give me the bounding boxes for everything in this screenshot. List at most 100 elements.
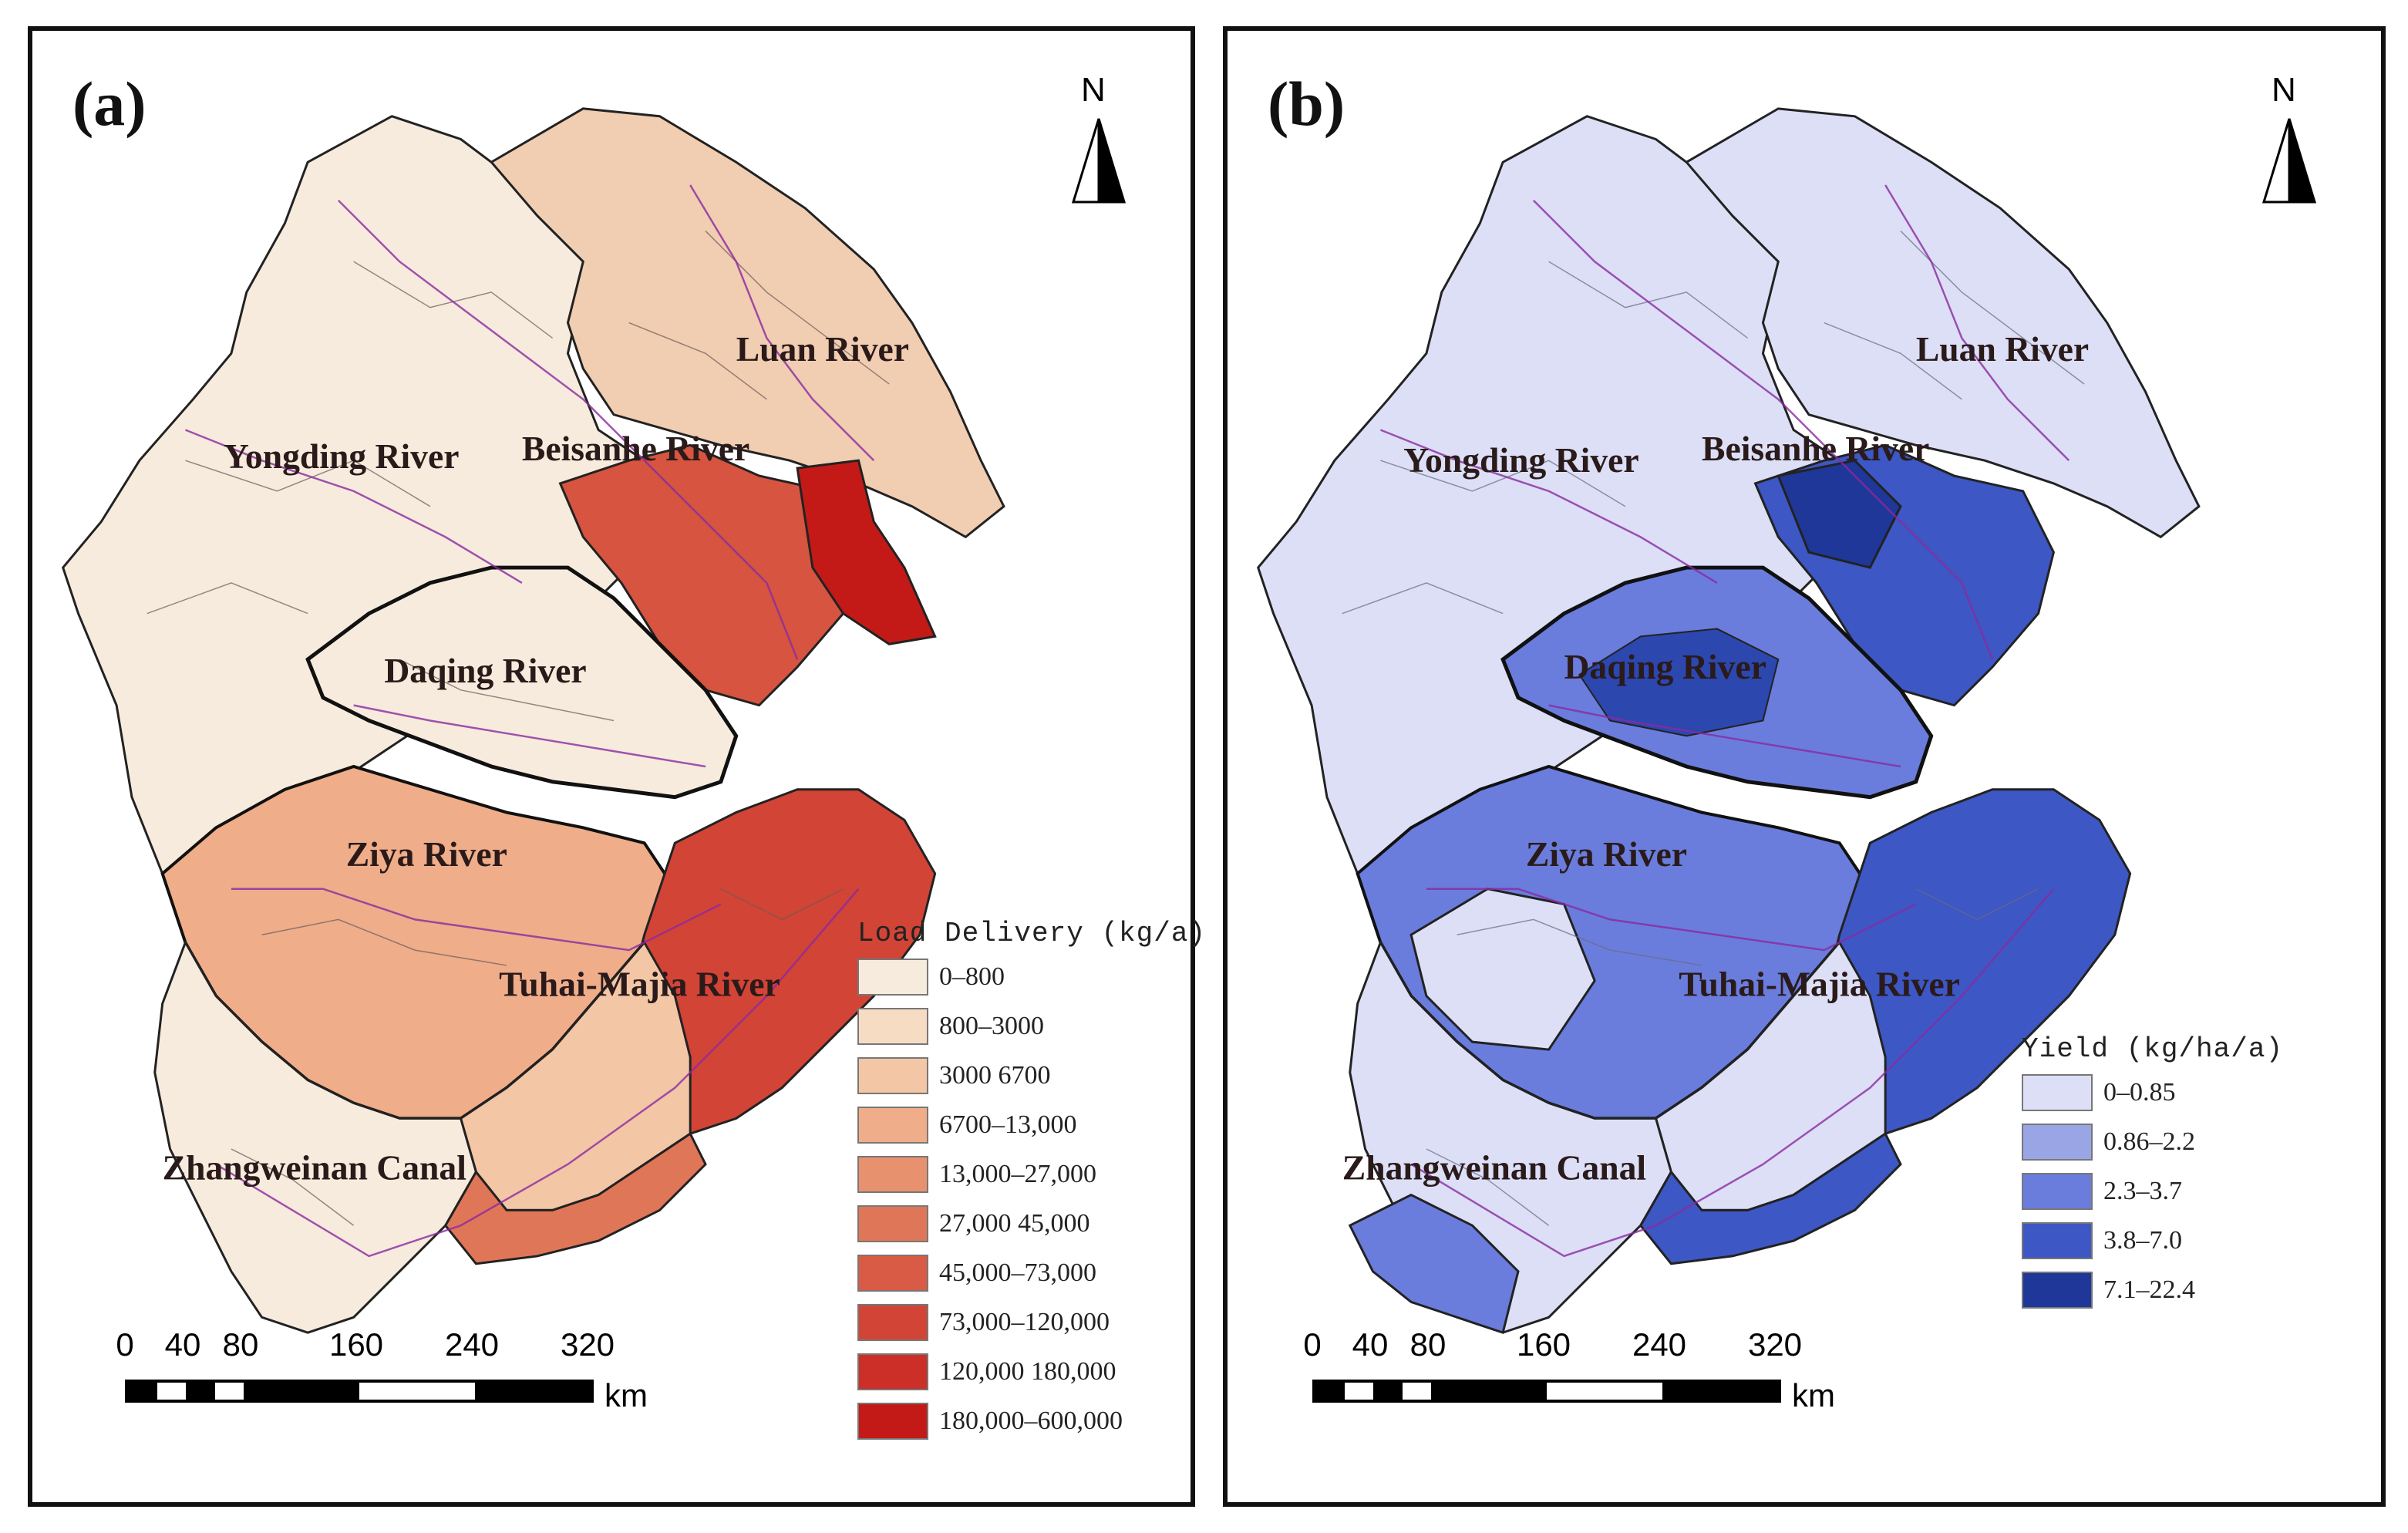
legend-swatch [2022,1272,2093,1309]
scalebar-b: 0 40 80 160 240 320 km [1303,1326,1835,1414]
river-network-b [1379,184,2070,1258]
scale-segment [1431,1383,1547,1400]
scale-segment [475,1383,591,1400]
legend-label: 0–0.85 [2103,1078,2176,1107]
label-tuhai-majia-river-b: Tuhai-Majia River [1679,965,1960,1004]
scale-unit-b: km [1792,1377,1835,1413]
legend-swatch [2022,1222,2093,1259]
legend-items-a: 0–800 800–3000 3000 6700 6700–13,000 13,000–… [857,959,1206,1440]
region-luan-b [1684,107,2201,539]
north-label-a: N [1081,71,1106,109]
region-zhangweinan-blue-b [1348,1193,1520,1335]
legend-swatch [857,959,928,996]
region-luan-a [489,107,1005,539]
scale-segment [214,1383,244,1400]
legend-item: 3000 6700 [857,1057,1206,1094]
legend-items-b: 0–0.85 0.86–2.2 2.3–3.7 3.8–7.0 7.1–22.4 [2022,1074,2283,1309]
legend-swatch [857,1008,928,1045]
scale-tick-label: 80 [222,1326,259,1363]
region-beisanhe-dark-a [796,459,937,645]
legend-item: 800–3000 [857,1008,1206,1045]
label-daqing-river-b: Daqing River [1564,647,1766,686]
scale-ticks-a: 0 40 80 160 240 320 [116,1326,615,1368]
north-arrow-icon [2261,118,2317,204]
panel-label-a: (a) [72,69,147,139]
legend-swatch [857,1403,928,1440]
label-zhangweinan-canal-b: Zhangweinan Canal [1342,1148,1646,1188]
legend-swatch [857,1353,928,1390]
label-zhangweinan-canal-a: Zhangweinan Canal [163,1148,466,1188]
legend-swatch [2022,1074,2093,1111]
legend-label: 180,000–600,000 [939,1407,1123,1435]
scale-segment [1373,1383,1403,1400]
scale-segment [1344,1383,1373,1400]
basin-region-b [1257,107,2201,1335]
scale-tick-label: 320 [560,1326,615,1363]
scale-segment [1315,1383,1345,1400]
scale-tick-label: 80 [1409,1326,1446,1363]
legend-title-a: Load Delivery (kg/a) [857,918,1207,949]
label-tuhai-majia-river-a: Tuhai-Majia River [499,965,780,1004]
map-b: Luan River Beisanhe River Yongding River… [1257,107,2201,1335]
legend-label: 3.8–7.0 [2103,1226,2182,1255]
legend-swatch [857,1304,928,1341]
scalebar-a: 0 40 80 160 240 320 km [116,1326,648,1414]
legend-item: 13,000–27,000 [857,1156,1206,1193]
legend-item: 73,000–120,000 [857,1304,1206,1341]
legend-label: 73,000–120,000 [939,1308,1110,1336]
map-a: Luan River Beisanhe River Yongding River… [62,107,1005,1334]
north-arrow-b: N [2255,71,2324,217]
scale-tick-label: 160 [328,1326,384,1363]
legend-label: 0–800 [939,962,1005,991]
scale-segment [157,1383,186,1400]
basin-region-a [62,107,1005,1334]
legend-item: 180,000–600,000 [857,1403,1206,1440]
region-zhangweinan-a [153,939,478,1334]
scale-bar-b [1312,1380,1781,1403]
scale-tick-label: 40 [1352,1326,1389,1363]
scale-segment [1402,1383,1431,1400]
north-arrow-a: N [1064,71,1133,217]
region-zhangweinan-red-a [443,1132,707,1265]
legend-item: 6700–13,000 [857,1107,1206,1144]
region-beisanhe-a [558,443,860,707]
label-ziya-river-a: Ziya River [346,834,507,874]
scale-tick-label: 320 [1747,1326,1803,1363]
legend-item: 0–800 [857,959,1206,996]
legend-item: 120,000 180,000 [857,1353,1206,1390]
label-daqing-river-a: Daqing River [384,651,586,690]
scale-tick-label: 160 [1516,1326,1571,1363]
scale-unit-a: km [605,1377,648,1413]
legend-swatch [2022,1173,2093,1210]
label-luan-river-b: Luan River [1916,329,2089,369]
legend-label: 2.3–3.7 [2103,1177,2182,1205]
legend-label: 0.86–2.2 [2103,1127,2195,1156]
label-beisanhe-river-b: Beisanhe River [1702,429,1929,468]
scale-bar-a [125,1380,594,1403]
region-ziya-light-b [1409,888,1596,1051]
legend-label: 6700–13,000 [939,1110,1077,1139]
scale-tick-label: 240 [1632,1326,1687,1363]
legend-swatch [857,1255,928,1292]
label-ziya-river-b: Ziya River [1526,834,1687,874]
label-beisanhe-river-a: Beisanhe River [522,429,749,468]
north-label-b: N [2272,71,2296,109]
scale-segment [1547,1383,1662,1400]
scale-segment [1662,1383,1778,1400]
legend-label: 13,000–27,000 [939,1160,1096,1188]
panel-label-b: (b) [1268,69,1345,139]
legend-label: 27,000 45,000 [939,1209,1090,1238]
legend-item: 7.1–22.4 [2022,1272,2283,1309]
region-daqing-a [305,565,739,800]
river-network-a [184,184,875,1258]
north-arrow-icon [1071,118,1127,204]
legend-title-b: Yield (kg/ha/a) [2022,1033,2284,1065]
region-daqing-dark-b [1578,628,1780,737]
scale-tick-label: 40 [164,1326,201,1363]
legend-label: 3000 6700 [939,1061,1051,1090]
scale-tick-label: 0 [1303,1326,1322,1363]
label-yongding-river-b: Yongding River [1403,440,1638,480]
legend-item: 3.8–7.0 [2022,1222,2283,1259]
legend-label: 120,000 180,000 [939,1357,1116,1386]
legend-label: 45,000–73,000 [939,1258,1096,1287]
